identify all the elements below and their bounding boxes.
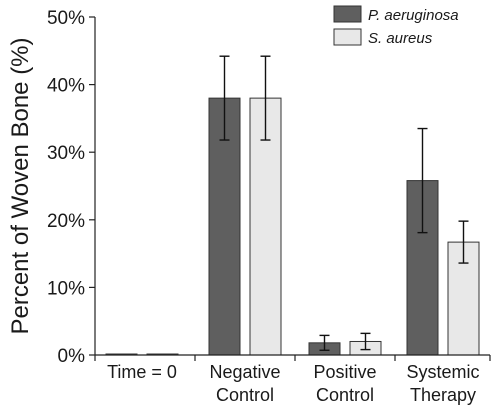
x-ticks-layer: Time = 0 Negative Control Positive Control Sy… — [94, 355, 491, 405]
x-category-label: Positive — [313, 362, 376, 382]
error-bars-layer — [219, 55, 469, 351]
bar-p-aeruginosa-negative-control — [208, 97, 241, 356]
y-tick-label: 50% — [47, 8, 85, 29]
y-tick-label: 0% — [58, 346, 86, 367]
y-tick-label: 30% — [47, 143, 85, 164]
y-tick-label: 40% — [47, 76, 85, 97]
x-category-label: Control — [316, 385, 374, 405]
legend-label-p-aeruginosa: P. aeruginosa — [368, 7, 459, 24]
y-ticks-layer: 0% 10% 20% 30% 40% 50% — [47, 8, 95, 367]
x-category-label: Systemic — [406, 362, 479, 382]
bars-layer — [105, 97, 480, 356]
x-category-label: Therapy — [410, 385, 476, 405]
legend-swatch-p-aeruginosa — [333, 5, 362, 23]
bar-s-aureus-negative-control — [249, 97, 282, 356]
legend-swatch-s-aureus — [333, 28, 362, 46]
y-tick-label: 20% — [47, 211, 85, 232]
y-tick-label: 10% — [47, 278, 85, 299]
y-axis-title: Percent of Woven Bone (%) — [7, 37, 34, 334]
axes-layer — [94, 17, 490, 356]
legend-label-s-aureus: S. aureus — [368, 30, 433, 47]
x-category-label: Time = 0 — [107, 362, 177, 382]
x-category-label: Control — [216, 385, 274, 405]
x-category-label: Negative — [209, 362, 280, 382]
legend: P. aeruginosa S. aureus — [333, 5, 459, 47]
